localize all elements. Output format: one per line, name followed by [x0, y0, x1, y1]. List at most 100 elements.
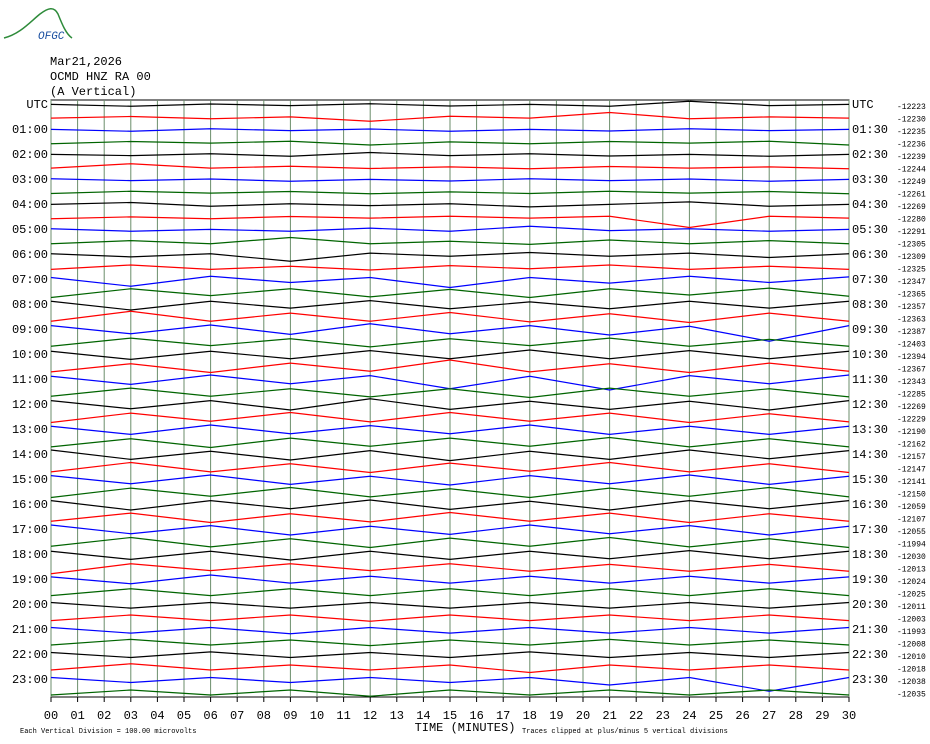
row-label-left: 06:00: [12, 248, 48, 262]
trace-offset: -12291: [897, 228, 926, 237]
row-label-right: 05:30: [852, 223, 888, 237]
trace: [50, 398, 850, 411]
trace: [50, 550, 850, 561]
row-label-left: 04:00: [12, 198, 48, 212]
trace: [50, 100, 850, 107]
trace-offset: -12010: [897, 653, 926, 662]
trace: [50, 310, 850, 324]
trace: [50, 190, 850, 195]
x-tick-label: 22: [629, 709, 643, 723]
trace-offset: -12230: [897, 116, 926, 125]
x-tick-label: 08: [257, 709, 271, 723]
trace-offset: -12235: [897, 128, 926, 137]
trace-offset: -12357: [897, 303, 926, 312]
trace: [50, 563, 850, 575]
trace: [50, 601, 850, 609]
row-label-right: 02:30: [852, 148, 888, 162]
trace-offset: -12013: [897, 566, 926, 575]
x-tick-label: 15: [443, 709, 457, 723]
row-label-right: 22:30: [852, 648, 888, 662]
x-tick-label: 17: [496, 709, 510, 723]
logo: OFGC: [38, 31, 65, 43]
trace-offset: -12365: [897, 291, 926, 300]
row-label-left: 12:00: [12, 398, 48, 412]
trace-offset: -12008: [897, 641, 926, 650]
x-tick-label: 14: [416, 709, 430, 723]
row-label-left: 18:00: [12, 548, 48, 562]
trace-offset: -12055: [897, 528, 926, 537]
trace: [50, 676, 850, 692]
row-label-left: 23:00: [12, 673, 48, 687]
x-tick-label: 00: [44, 709, 58, 723]
trace: [50, 323, 850, 342]
row-label-left: 11:00: [12, 373, 48, 387]
trace: [50, 140, 850, 146]
trace-offset: -12285: [897, 391, 926, 400]
x-tick-label: 13: [390, 709, 404, 723]
trace: [50, 626, 850, 635]
row-label-right: 09:30: [852, 323, 888, 337]
x-tick-label: 28: [789, 709, 803, 723]
row-label-right: 07:30: [852, 273, 888, 287]
row-label-left: 03:00: [12, 173, 48, 187]
trace: [50, 436, 850, 449]
trace-offset: -12387: [897, 328, 926, 337]
trace-offset: -12403: [897, 341, 926, 350]
row-label-left: UTC: [26, 98, 48, 112]
row-label-right: 15:30: [852, 473, 888, 487]
row-label-right: 03:30: [852, 173, 888, 187]
trace: [50, 474, 850, 486]
x-tick-label: 05: [177, 709, 191, 723]
trace-offset: -12239: [897, 153, 926, 162]
x-tick-label: 18: [523, 709, 537, 723]
chart-title: Mar21,2026: [50, 55, 122, 69]
x-tick-label: 27: [762, 709, 776, 723]
trace: [50, 449, 850, 462]
x-tick-label: 07: [230, 709, 244, 723]
trace-offset: -12190: [897, 428, 926, 437]
trace-offset: -12030: [897, 553, 926, 562]
trace-offset: -12347: [897, 278, 926, 287]
trace: [50, 264, 850, 271]
x-tick-label: 23: [656, 709, 670, 723]
row-label-right: 19:30: [852, 573, 888, 587]
trace-offset: -12003: [897, 616, 926, 625]
trace: [50, 486, 850, 499]
row-label-right: 11:30: [852, 373, 888, 387]
trace: [50, 215, 850, 229]
row-label-left: 10:00: [12, 348, 48, 362]
trace-offset: -12236: [897, 141, 926, 150]
x-tick-label: 25: [709, 709, 723, 723]
row-label-right: 14:30: [852, 448, 888, 462]
trace: [50, 287, 850, 299]
row-label-right: 10:30: [852, 348, 888, 362]
x-axis-label: TIME (MINUTES): [415, 721, 516, 735]
trace-offset: -12244: [897, 166, 926, 175]
x-tick-label: 24: [682, 709, 696, 723]
subtitle: (A Vertical): [50, 85, 136, 99]
trace-offset: -12229: [897, 416, 926, 425]
trace-offset: -11994: [897, 541, 926, 550]
trace: [50, 424, 850, 435]
trace: [50, 337, 850, 348]
x-tick-label: 11: [336, 709, 350, 723]
x-tick-label: 21: [602, 709, 616, 723]
x-tick-label: 29: [815, 709, 829, 723]
trace: [50, 461, 850, 474]
row-label-left: 22:00: [12, 648, 48, 662]
trace-offset: -11993: [897, 628, 926, 637]
trace-offset: -12269: [897, 403, 926, 412]
trace-offset: -12059: [897, 503, 926, 512]
row-label-right: 21:30: [852, 623, 888, 637]
row-label-right: 06:30: [852, 248, 888, 262]
trace-offset: -12024: [897, 578, 926, 587]
row-label-left: 08:00: [12, 298, 48, 312]
row-label-right: 18:30: [852, 548, 888, 562]
trace: [50, 236, 850, 245]
row-label-right: 16:30: [852, 498, 888, 512]
trace-offset: -12038: [897, 678, 926, 687]
row-label-left: 21:00: [12, 623, 48, 637]
row-label-right: 01:30: [852, 123, 888, 137]
trace-offset: -12363: [897, 316, 926, 325]
trace: [50, 574, 850, 585]
